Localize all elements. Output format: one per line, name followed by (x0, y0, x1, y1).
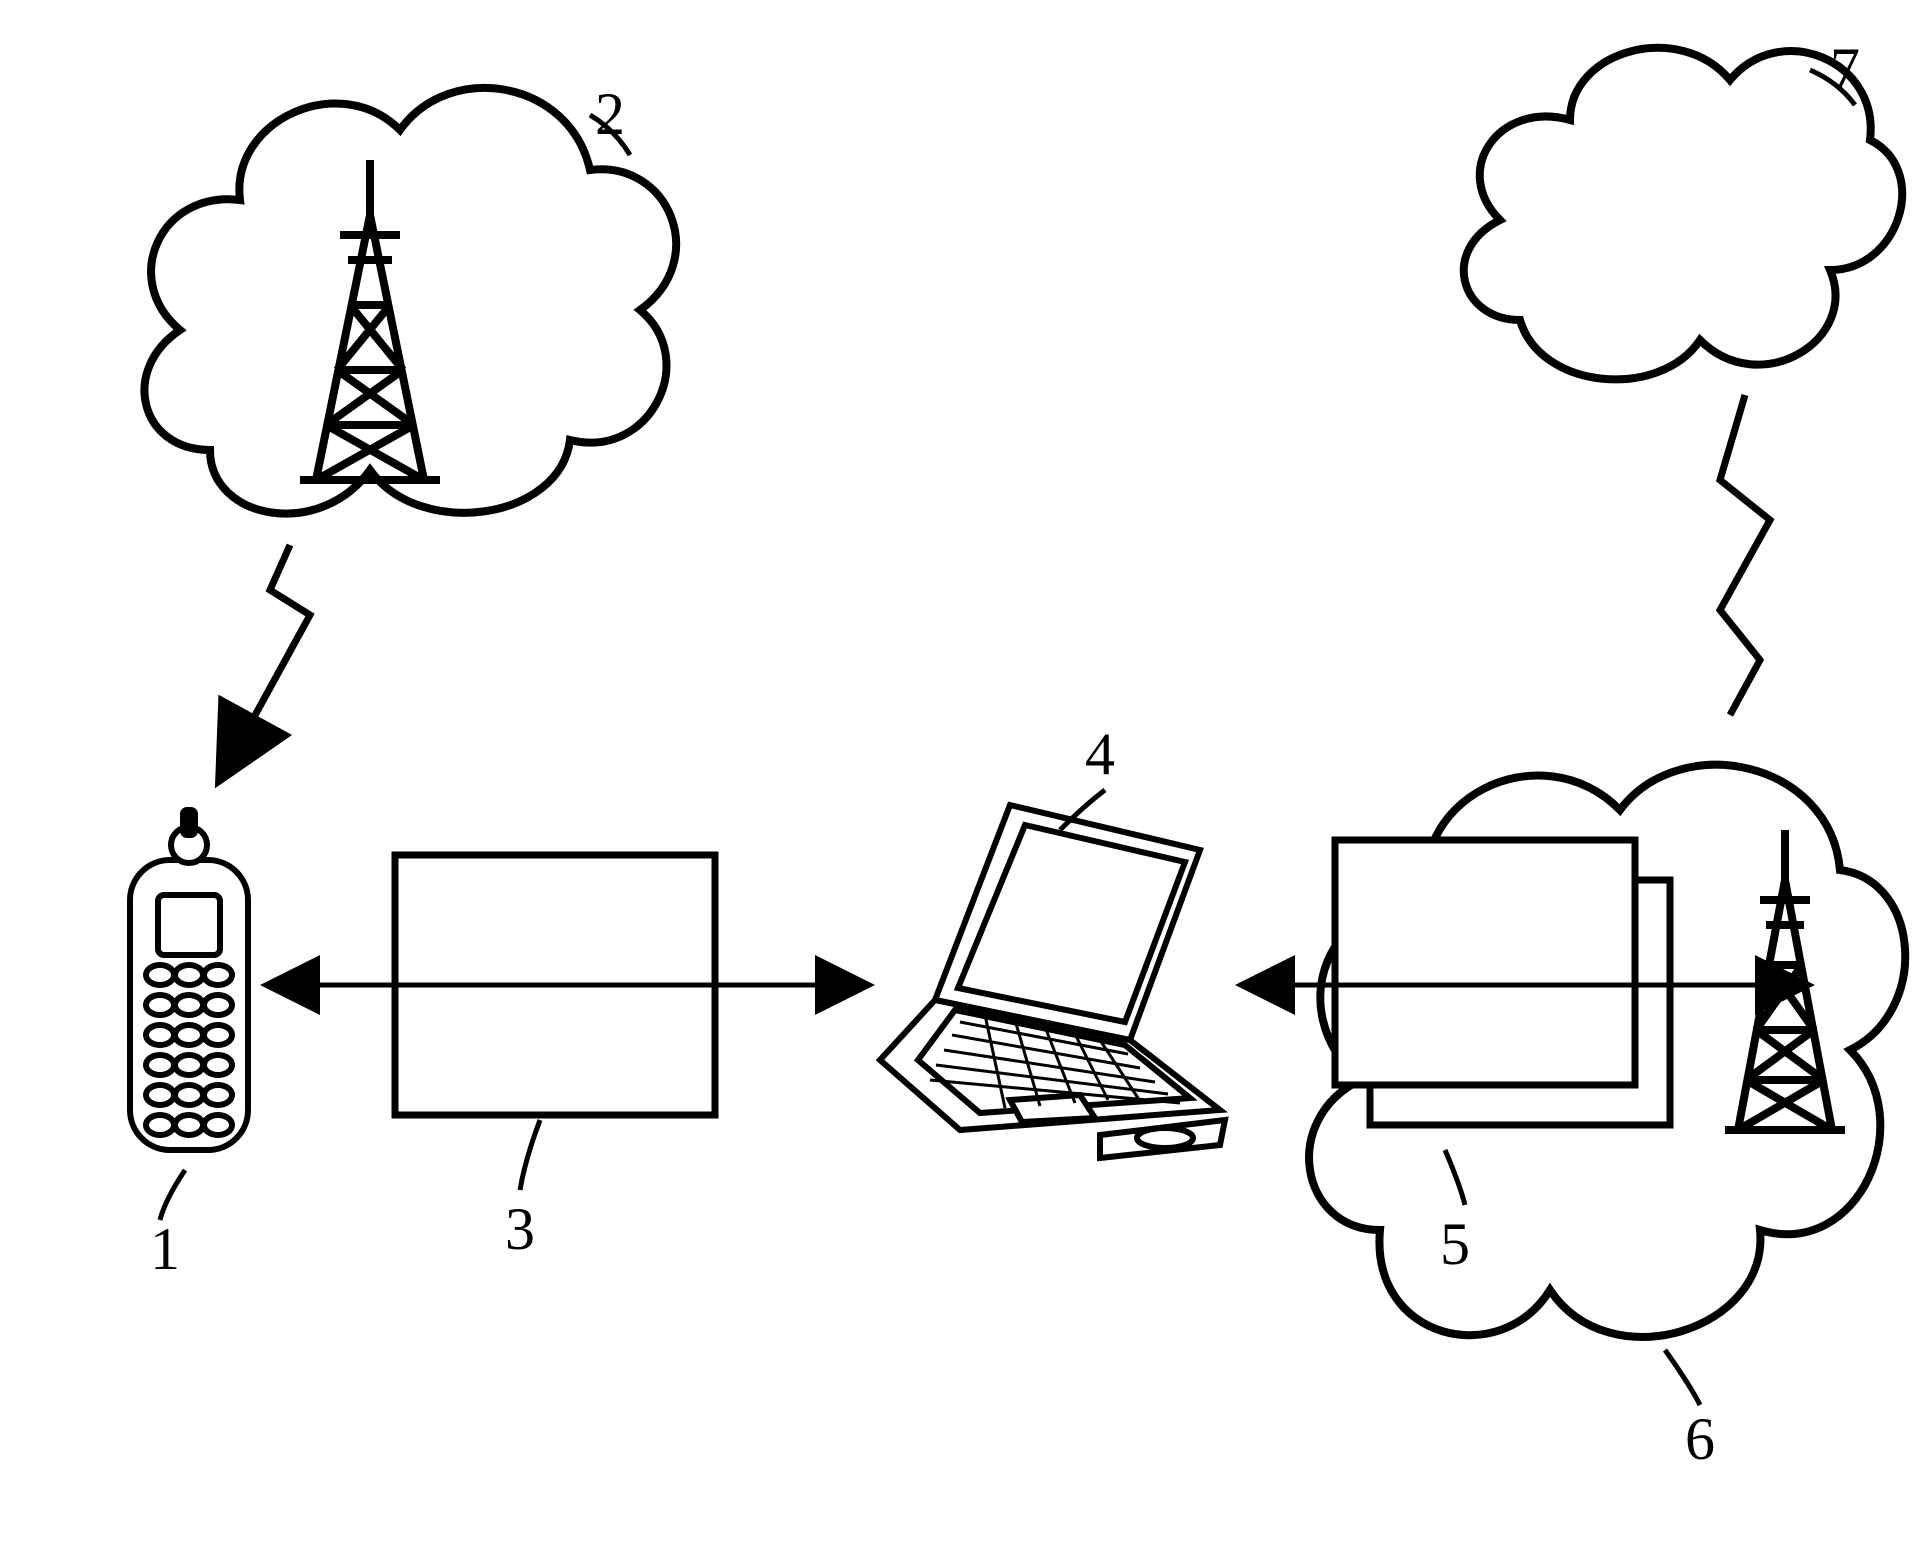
wireless-link-left (225, 545, 310, 770)
laptop (880, 805, 1225, 1158)
label-4: 4 (1085, 720, 1115, 789)
label-1: 1 (150, 1215, 180, 1284)
diagram-root: 1 2 3 4 5 6 7 (0, 0, 1914, 1562)
network-cloud-2 (144, 88, 676, 514)
mobile-phone (130, 810, 248, 1150)
label-5: 5 (1440, 1210, 1470, 1279)
diagram-svg (0, 0, 1914, 1562)
wireless-link-right (1720, 395, 1770, 715)
label-3: 3 (505, 1195, 535, 1264)
label-2: 2 (595, 80, 625, 149)
label-6: 6 (1685, 1405, 1715, 1474)
label-7: 7 (1830, 35, 1860, 104)
